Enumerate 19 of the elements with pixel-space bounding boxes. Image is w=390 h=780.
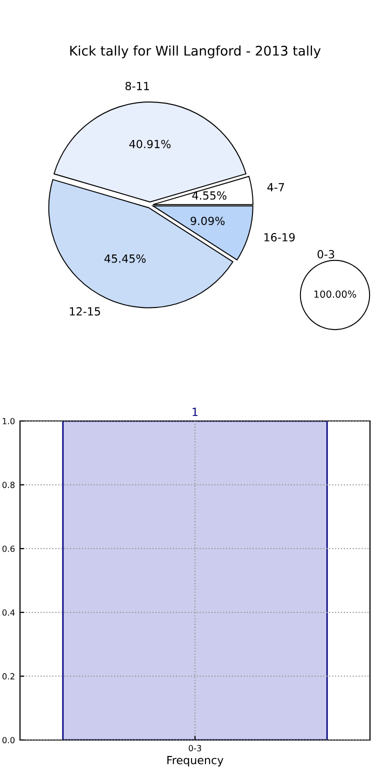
slice-label: 8-11 (126, 82, 149, 90)
data-label: 100.00% (314, 290, 356, 298)
data-label: 9.09% (190, 216, 225, 226)
y-tick-label: 0.6 (2, 546, 15, 552)
data-label: 40.91% (129, 140, 171, 148)
data-label: 4.55% (192, 191, 226, 200)
slice-label: 16-19 (264, 233, 295, 242)
y-tick-label: 1.0 (2, 418, 15, 424)
y-tick-label: 0.2 (2, 673, 14, 680)
x-axis-title: Frequency (167, 756, 224, 766)
slice-label: 0-3 (318, 250, 334, 258)
y-tick-label: 0.4 (2, 609, 15, 616)
data-label: 45.45% (104, 254, 146, 263)
chart-title: Kick tally for Will Langford - 2013 tally (70, 46, 321, 58)
slice-label: 12-15 (70, 307, 100, 316)
y-tick-label: 0.8 (2, 482, 15, 488)
slice-label: 4-7 (267, 183, 284, 192)
y-tick-label: 0.0 (2, 736, 15, 744)
data-label: 1 (192, 408, 198, 416)
